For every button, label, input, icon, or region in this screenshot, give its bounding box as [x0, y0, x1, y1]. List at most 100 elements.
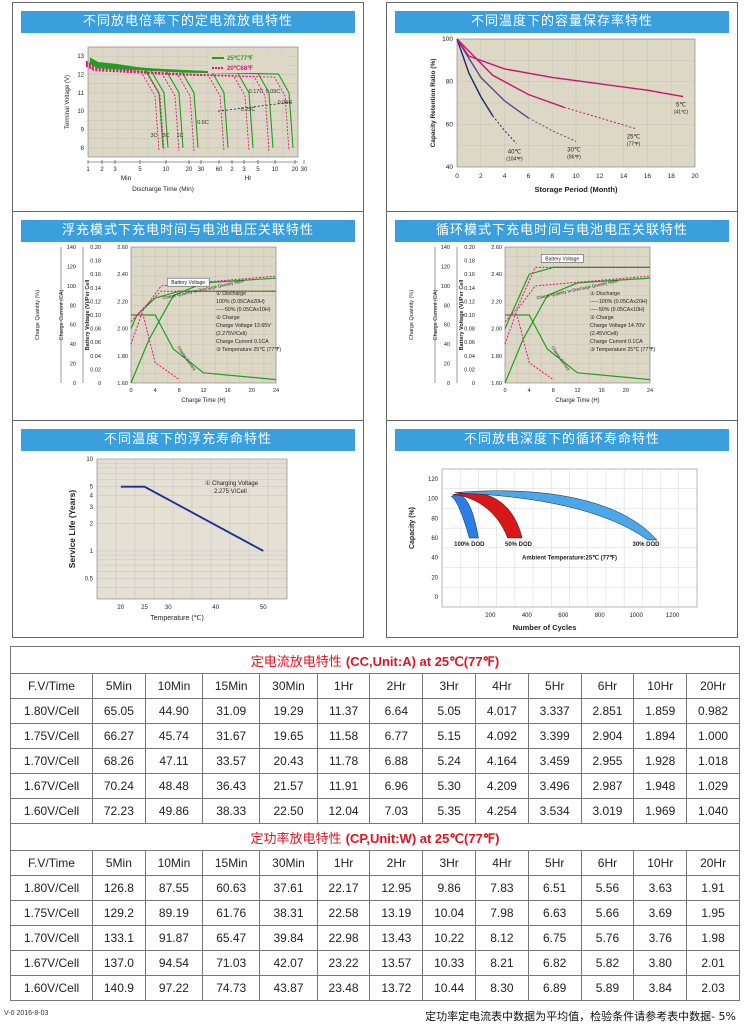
- table-cell: 3.459: [527, 748, 582, 774]
- panel-title: 浮充模式下充电时间与电池电压关联特性: [21, 220, 355, 242]
- table-cell: 89.19: [144, 900, 204, 926]
- dod-label: 100% DOD: [454, 542, 485, 548]
- table-title: 定功率放电特性: [250, 831, 346, 847]
- discharge-curve-20c: [85, 65, 290, 151]
- x-tick-label: 10: [272, 167, 279, 173]
- table-cell: 31.67: [202, 723, 261, 749]
- table-cell: 5.30: [422, 773, 477, 799]
- discharge-curve-20c: [85, 64, 250, 151]
- y-axis-label: Service Life (Years): [67, 490, 77, 569]
- x-tick-label: 10: [163, 167, 170, 173]
- table-cell: 5.15: [422, 723, 477, 749]
- table-cell: 6.89: [527, 975, 582, 1001]
- x-tick-label: 2: [230, 167, 234, 173]
- table-title: 定电流放电特性: [250, 654, 346, 670]
- table-cell: 3.80: [633, 950, 688, 976]
- x-tick-label: 20: [249, 388, 255, 394]
- table-cell: 1Hr: [316, 850, 371, 876]
- y1-axis-label: Charge Quantity (%): [409, 290, 415, 340]
- x-tick-label: 1000: [629, 613, 643, 619]
- table-cell: 31.09: [202, 698, 261, 724]
- y2-tick-label: 0.20: [464, 245, 475, 251]
- charge-current-curve: [505, 314, 651, 381]
- table-cell: 1.000: [686, 723, 740, 749]
- table-cell: 4.017: [475, 698, 529, 724]
- table-cell: 30Min: [259, 850, 318, 876]
- table-row: 1.70V/Cell 133.1 91.87 65.47 39.84 22.98 13.43…: [10, 925, 740, 951]
- table-cell: 23.22: [316, 950, 371, 976]
- table-cell: 2Hr: [369, 673, 424, 699]
- y1-tick-label: 0: [447, 381, 450, 387]
- table-cell: 1.018: [686, 748, 740, 774]
- table-cell: 20Hr: [686, 673, 740, 699]
- x-tick-label: 12: [200, 388, 206, 394]
- table-cell: 33.57: [202, 748, 261, 774]
- footer-note: 定功率定电流表中数据为平均值，检验条件请参考表中数据- 5%: [425, 1010, 736, 1023]
- charge-current-curve: [131, 314, 277, 381]
- row-label: 1.60V/Cell: [10, 975, 93, 1001]
- chart-cycle-life: 0 20 40 60 80 100 120 200 400 600 800 1000 1200 Numbe…: [409, 468, 698, 632]
- chart-cycle-charge: 02040608010012014000.020.040.060.080.100…: [409, 245, 655, 404]
- y3-tick-label: 2.40: [117, 272, 128, 278]
- table-cell: 4.092: [475, 723, 529, 749]
- table-section-title: 定功率放电特性 (CP,Unit:W) at 25℃(77℉): [10, 823, 740, 851]
- y2-tick-label: 0.06: [90, 340, 101, 346]
- table-cell: 1.98: [686, 925, 740, 951]
- table-cell: 13.72: [369, 975, 424, 1001]
- table-cell: 10Hr: [633, 850, 688, 876]
- table-cell: 2.03: [686, 975, 740, 1001]
- table-cell: 20.43: [259, 748, 318, 774]
- table-cell: 4.254: [475, 798, 529, 824]
- table-cell: 74.73: [202, 975, 261, 1001]
- table-cell: 23.48: [316, 975, 371, 1001]
- panel-title: 循环模式下充电时间与电池电压关联特性: [395, 220, 729, 242]
- table-cell: 30Min: [259, 673, 318, 699]
- table-cell: 15Min: [202, 673, 261, 699]
- y2-tick-label: 0.20: [90, 245, 101, 251]
- curve-label-voltage: Battery Voltage: [171, 280, 205, 286]
- table-cell: 1.040: [686, 798, 740, 824]
- chart-float-life: 10 5 4 3 2 1 0.5 20 25 30 40 50 Temperature (℃) Servi…: [67, 457, 288, 622]
- x-tick-label: 40: [212, 605, 219, 611]
- y2-tick-label: 0.18: [90, 259, 101, 265]
- y2-tick-label: 0.16: [90, 272, 101, 278]
- table-cell: 12.95: [369, 875, 424, 901]
- table-cell: 4.164: [475, 748, 529, 774]
- table-cell: 3.399: [527, 723, 582, 749]
- x-tick-label: 20: [186, 167, 193, 173]
- table-cell: 5Hr: [527, 673, 582, 699]
- series-label: 5℃: [676, 103, 686, 109]
- y3-tick-label: 1.80: [491, 354, 502, 360]
- table-cell: 3Hr: [422, 673, 477, 699]
- row-label: 1.75V/Cell: [10, 723, 93, 749]
- charge-quantity-curve: [130, 277, 277, 384]
- row-label: 1.70V/Cell: [10, 748, 93, 774]
- row-label: 1.75V/Cell: [10, 900, 93, 926]
- y-tick-label: 80: [431, 516, 438, 522]
- table-cell: 1Hr: [316, 673, 371, 699]
- series-label: 25℃: [627, 135, 641, 141]
- table-cell: 97.22: [144, 975, 204, 1001]
- x-tick-label: 6: [527, 173, 531, 180]
- retention-curve: [456, 38, 494, 117]
- table-cell: 87.55: [144, 875, 204, 901]
- table-cell: 11.91: [316, 773, 371, 799]
- y1-tick-label: 100: [441, 284, 450, 290]
- table-row: 1.60V/Cell 72.23 49.86 38.33 22.50 12.04 7.03 5…: [10, 798, 740, 824]
- y-tick-label: 10: [77, 109, 84, 115]
- x-tick-label: 200: [485, 613, 496, 619]
- panel-float-charge: 浮充模式下充电时间与电池电压关联特性 0 20 40 60 80 100 120 140 0 0.…: [12, 211, 364, 429]
- series-sublabel: (77℉): [627, 142, 641, 148]
- y2-axis-label: Charge Current (CA): [433, 289, 439, 340]
- y1-tick-label: 20: [444, 362, 450, 368]
- table-cell: 22.50: [259, 798, 318, 824]
- table-cell: 140.9: [92, 975, 146, 1001]
- table-cell: 1.95: [686, 900, 740, 926]
- series-sublabel: (104℉): [506, 157, 523, 163]
- y2-tick-label: 0.08: [90, 327, 101, 333]
- rate-label: 0.17C: [249, 89, 264, 95]
- table-cell: 10.33: [422, 950, 477, 976]
- table-cell: 10Min: [144, 850, 204, 876]
- x-tick-label: 16: [599, 388, 605, 394]
- table-cell: 22.98: [316, 925, 371, 951]
